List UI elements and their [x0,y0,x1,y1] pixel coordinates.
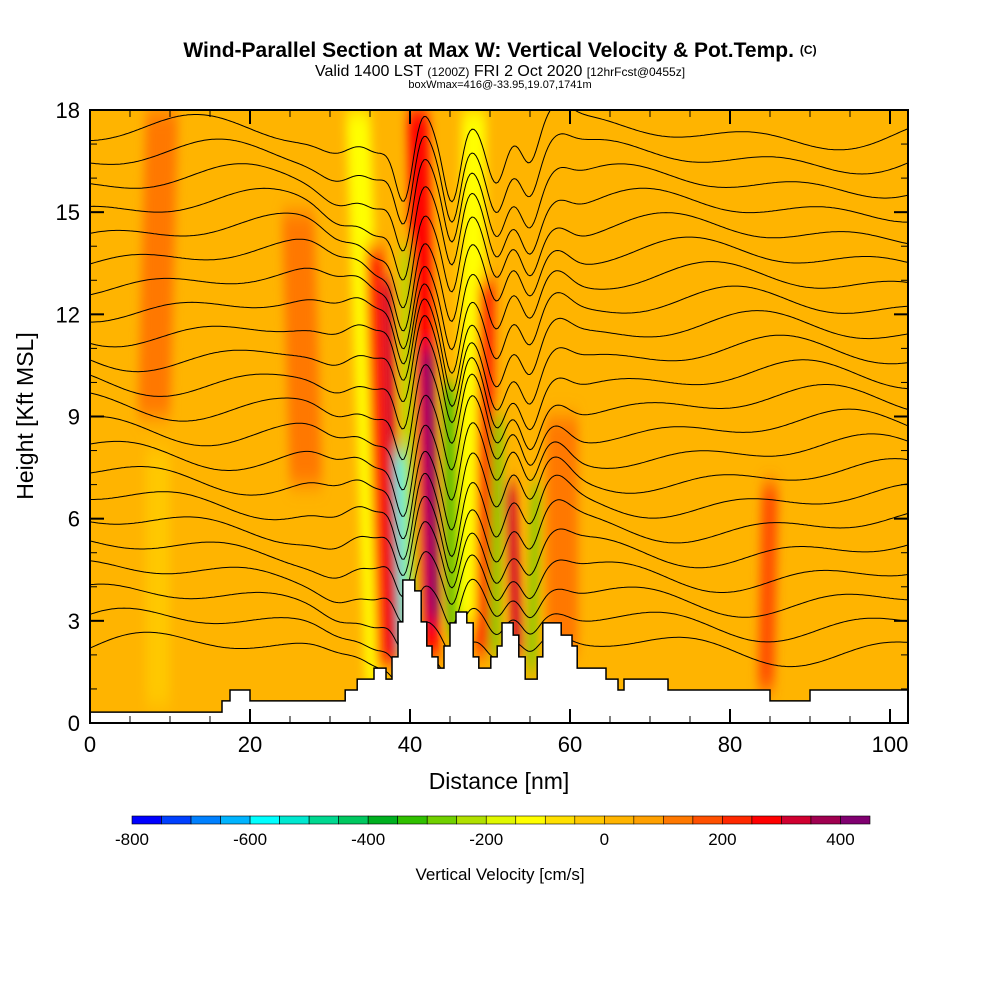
isentrope-line [90,110,908,203]
isentrope-line [90,578,908,650]
colorbar-tick-label: -600 [233,830,267,849]
y-tick-label: 15 [56,200,80,225]
chart-subtitle: Valid 1400 LST (1200Z) FRI 2 Oct 2020 [1… [315,63,685,80]
isentrope-line [90,550,908,623]
isentrope-line [90,261,908,351]
velocity-feature [146,450,170,706]
y-tick-label: 12 [56,302,80,327]
colorbar-swatch [338,815,369,825]
isentrope-line [90,607,908,674]
velocity-feature [758,484,778,689]
x-tick-label: 60 [558,732,582,757]
colorbar-tick-label: -800 [115,830,149,849]
colorbar-tick-label: -400 [351,830,385,849]
colorbar-swatch [397,815,428,825]
colorbar: -800 -600 -400 -200 0 200 400 [115,815,871,849]
colorbar-swatch [574,815,605,825]
colorbar-swatch [692,815,723,825]
x-tick-label: 0 [84,732,96,757]
y-tick-label: 3 [68,609,80,634]
colorbar-swatch [810,815,841,825]
isentrope-line [90,315,908,411]
colorbar-swatch [367,815,398,825]
colorbar-label: Vertical Velocity [cm/s] [415,865,584,884]
x-tick-label: 80 [718,732,742,757]
velocity-feature [422,348,440,621]
isentrope-line [90,133,908,225]
isentrope-line [90,186,908,281]
isentrope-line [90,472,908,560]
chart-subtitle-2: boxWmax=416@-33.95,19.07,1741m [408,79,591,91]
colorbar-tick-label: -200 [469,830,503,849]
y-tick-label: 6 [68,507,80,532]
chart-title: Wind-Parallel Section at Max W: Vertical… [183,39,816,62]
isentrope-line [90,298,908,393]
axes: 0 20 40 60 80 100 0 3 6 9 12 15 18 [56,98,909,757]
potential-temperature-contours [90,110,908,693]
isentrope-line [90,364,908,461]
colorbar-swatch [722,815,753,825]
isentrope-line [90,236,908,332]
isentrope-line [90,336,908,431]
x-tick-label: 20 [238,732,262,757]
colorbar-swatch [190,815,221,825]
colorbar-swatch [544,815,576,825]
colorbar-swatch [485,815,517,825]
colorbar-tick-label: 0 [600,830,609,849]
colorbar-swatch [249,815,280,825]
colorbar-swatch [456,815,487,825]
y-axis-label: Height [Kft MSL] [12,332,38,499]
colorbar-swatch [131,815,162,825]
isentrope-line [90,158,908,252]
y-tick-label: 18 [56,98,80,123]
colorbar-swatch [633,815,664,825]
colorbar-swatch [279,815,310,825]
velocity-feature [365,246,395,672]
velocity-feature [504,484,524,655]
isentrope-line [90,450,908,540]
terrain [90,579,908,723]
plot-area [90,110,908,723]
velocity-feature [527,484,541,672]
velocity-feature [282,212,322,485]
x-tick-label: 100 [872,732,909,757]
colorbar-swatch [515,815,546,825]
colorbar-swatch [604,815,635,825]
isentrope-line [90,521,908,597]
x-tick-label: 40 [398,732,422,757]
isentrope-line [90,283,908,375]
velocity-feature [138,110,178,417]
isentrope-line [90,496,908,576]
colorbar-swatch [781,815,812,825]
colorbar-swatch [161,815,192,825]
isentrope-line [90,422,908,517]
velocity-field [138,110,778,706]
colorbar-tick-label: 400 [826,830,854,849]
isentrope-line [90,394,908,491]
y-tick-label: 0 [68,711,80,736]
colorbar-swatch [220,815,251,825]
colorbar-swatch [426,815,458,825]
colorbar-swatch [663,815,694,825]
y-tick-label: 9 [68,405,80,430]
colorbar-tick-label: 200 [708,830,736,849]
isentrope-line [90,212,908,309]
colorbar-swatch [751,815,782,825]
velocity-feature [444,382,460,638]
colorbar-swatch [840,815,871,825]
colorbar-swatch [308,815,339,825]
x-axis-label: Distance [nm] [429,768,570,794]
